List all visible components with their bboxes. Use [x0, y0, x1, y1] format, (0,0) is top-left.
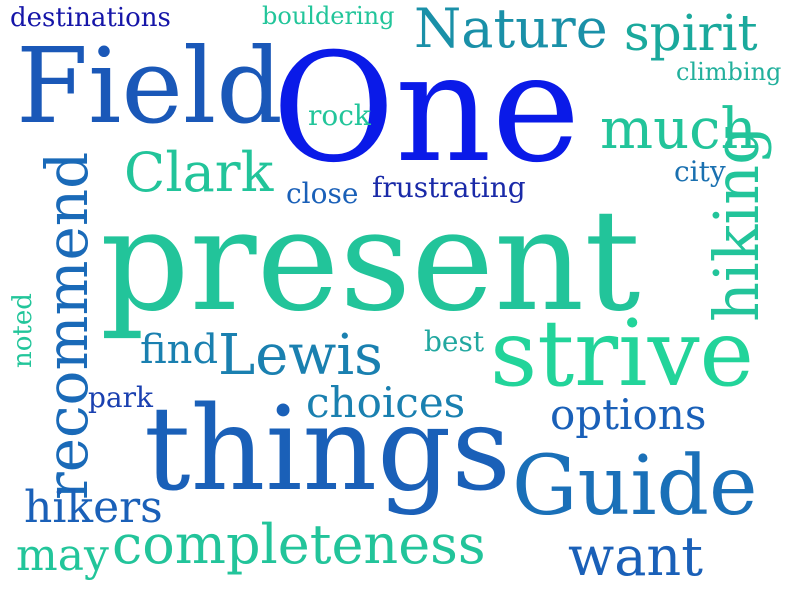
cloud-word: Lewis: [218, 323, 383, 388]
cloud-word: destinations: [10, 3, 171, 33]
cloud-word: frustrating: [372, 171, 526, 204]
cloud-word: much: [600, 97, 757, 162]
cloud-word: completeness: [112, 513, 486, 576]
cloud-word: bouldering: [262, 2, 395, 30]
cloud-word: Nature: [414, 0, 608, 60]
cloud-word: One: [272, 22, 581, 196]
cloud-word: hiking: [700, 125, 773, 322]
cloud-word: city: [674, 155, 726, 188]
cloud-word: recommend: [33, 151, 101, 500]
cloud-word: close: [286, 177, 359, 210]
cloud-word: find: [140, 327, 219, 373]
cloud-word: present: [100, 180, 641, 343]
cloud-word: hikers: [24, 482, 163, 533]
cloud-word: rock: [308, 99, 371, 132]
cloud-word: may: [16, 530, 109, 581]
cloud-word: strive: [490, 300, 755, 407]
cloud-word: Field: [16, 25, 283, 147]
cloud-word: Guide: [512, 439, 758, 534]
cloud-word: best: [424, 325, 485, 358]
cloud-word: want: [568, 525, 703, 588]
cloud-word: spirit: [624, 4, 758, 62]
cloud-word: things: [144, 382, 511, 517]
cloud-word: climbing: [676, 58, 782, 86]
cloud-word: choices: [306, 378, 466, 427]
cloud-word: noted: [8, 293, 38, 368]
cloud-word: Clark: [124, 141, 274, 204]
cloud-word: park: [88, 381, 153, 414]
cloud-word: options: [550, 390, 707, 439]
